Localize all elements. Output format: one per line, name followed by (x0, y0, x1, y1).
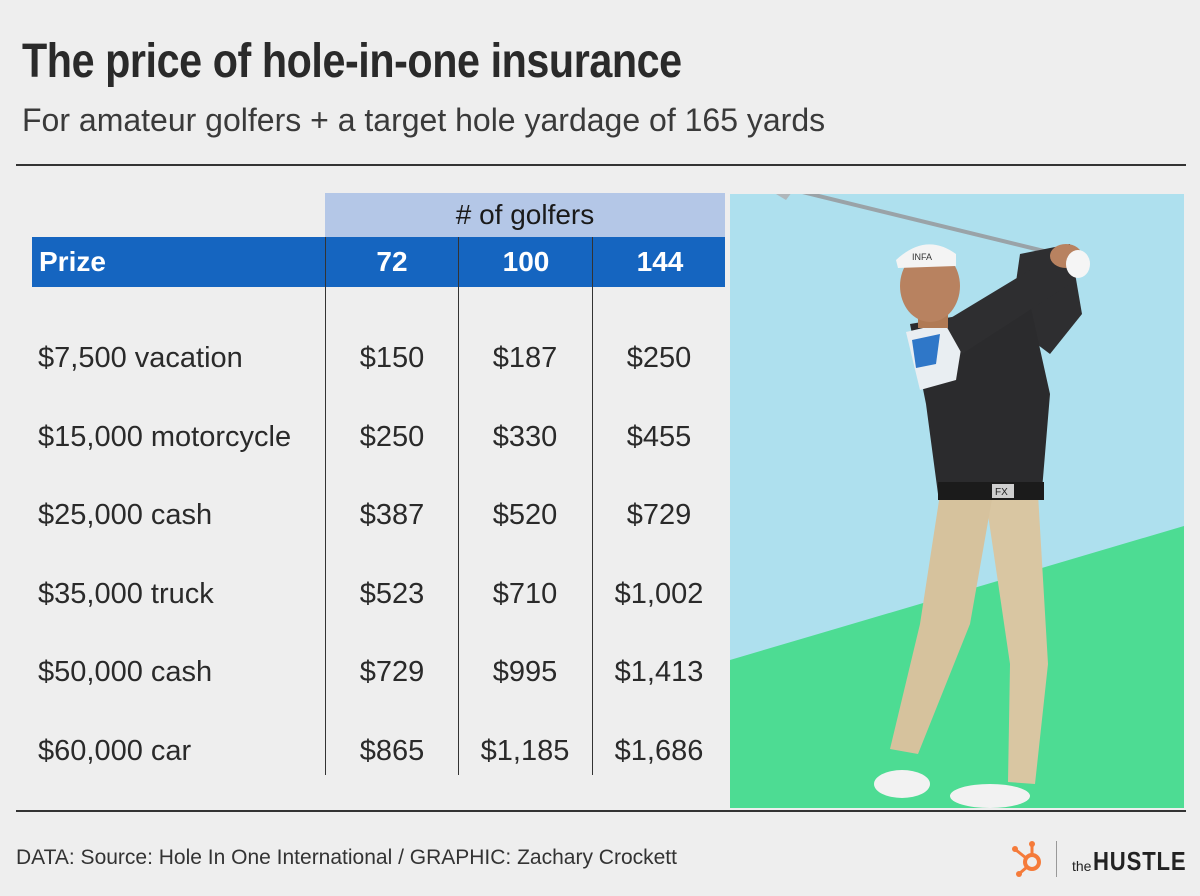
top-divider (16, 164, 1186, 166)
row-prize-label: $50,000 cash (38, 656, 213, 688)
row-prize-label: $25,000 cash (38, 499, 213, 531)
table-cell-price: $523 (359, 578, 425, 610)
column-header-144: 144 (636, 246, 684, 277)
hubspot-sprocket-icon (1012, 841, 1041, 877)
column-divider (592, 237, 593, 775)
row-prize-label: $60,000 car (38, 735, 192, 767)
table-cell-price: $729 (626, 499, 692, 531)
group-header: # of golfers (325, 193, 725, 237)
table-cell-price: $250 (359, 421, 425, 453)
table-cell-price: $387 (359, 499, 425, 531)
golfer-photo: FX INFA (730, 194, 1184, 808)
row-prize-label: $15,000 motorcycle (38, 421, 292, 453)
table-cell-price: $455 (626, 421, 692, 453)
table-cell-price: $150 (359, 342, 425, 374)
table-cell-price: $729 (359, 656, 425, 688)
logo-divider (1056, 841, 1057, 877)
table-header-row: Prize 72 100 144 (32, 237, 725, 287)
table-cell-price: $187 (492, 342, 558, 374)
table-cell-price: $1,413 (614, 656, 704, 688)
table-cell-price: $250 (626, 342, 692, 374)
hustle-logo: HUSTLE (1093, 846, 1187, 876)
prize-column-header: Prize (39, 246, 106, 277)
column-divider (458, 237, 459, 775)
table-cell-price: $1,185 (480, 735, 570, 767)
chart-subtitle: For amateur golfers + a target hole yard… (22, 102, 826, 138)
table-cell-price: $330 (492, 421, 558, 453)
table-cell-price: $1,002 (614, 578, 704, 610)
logo-the-text: the (1072, 858, 1092, 874)
table-cell-price: $995 (492, 656, 558, 688)
row-prize-label: $35,000 truck (38, 578, 214, 610)
svg-text:INFA: INFA (912, 252, 932, 262)
table-cell-price: $1,686 (614, 735, 704, 767)
source-credit: DATA: Source: Hole In One International … (16, 846, 677, 869)
bottom-divider (16, 810, 1186, 812)
svg-text:FX: FX (995, 487, 1008, 498)
row-prize-label: $7,500 vacation (38, 342, 243, 374)
chart-title: The price of hole-in-one insurance (22, 35, 682, 88)
column-divider (325, 237, 326, 775)
column-header-100: 100 (502, 246, 550, 277)
column-header-72: 72 (376, 246, 408, 277)
table-cell-price: $520 (492, 499, 558, 531)
table-cell-price: $710 (492, 578, 558, 610)
table-cell-price: $865 (359, 735, 425, 767)
